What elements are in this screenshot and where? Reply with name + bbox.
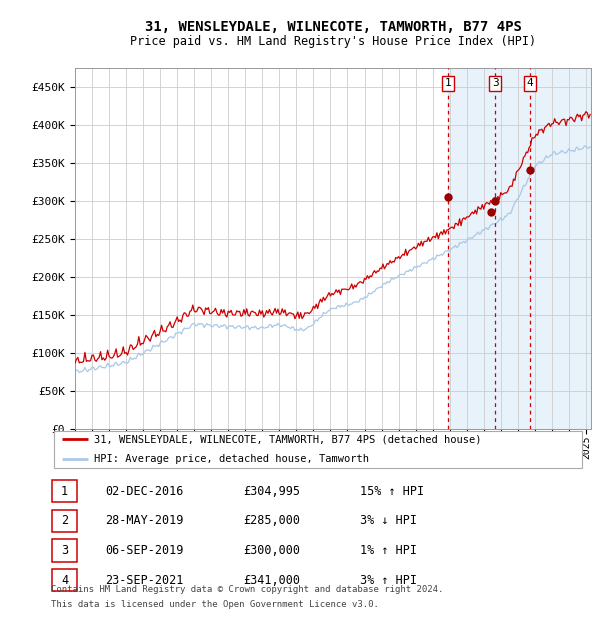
Text: 15% ↑ HPI: 15% ↑ HPI xyxy=(360,485,424,497)
Text: 02-DEC-2016: 02-DEC-2016 xyxy=(105,485,184,497)
Text: This data is licensed under the Open Government Licence v3.0.: This data is licensed under the Open Gov… xyxy=(51,600,379,609)
Text: 2: 2 xyxy=(61,515,68,527)
Text: 3: 3 xyxy=(492,78,499,89)
Text: £341,000: £341,000 xyxy=(243,574,300,587)
Text: £285,000: £285,000 xyxy=(243,515,300,527)
FancyBboxPatch shape xyxy=(54,431,582,468)
FancyBboxPatch shape xyxy=(52,539,77,562)
Text: HPI: Average price, detached house, Tamworth: HPI: Average price, detached house, Tamw… xyxy=(94,454,368,464)
Text: 3% ↑ HPI: 3% ↑ HPI xyxy=(360,574,417,587)
Text: 1: 1 xyxy=(61,485,68,497)
FancyBboxPatch shape xyxy=(52,510,77,532)
Text: 1: 1 xyxy=(445,78,452,89)
Text: Price paid vs. HM Land Registry's House Price Index (HPI): Price paid vs. HM Land Registry's House … xyxy=(130,35,536,48)
Bar xyxy=(448,68,591,429)
Text: 28-MAY-2019: 28-MAY-2019 xyxy=(105,515,184,527)
Text: 3: 3 xyxy=(61,544,68,557)
Text: 06-SEP-2019: 06-SEP-2019 xyxy=(105,544,184,557)
Text: 31, WENSLEYDALE, WILNECOTE, TAMWORTH, B77 4PS: 31, WENSLEYDALE, WILNECOTE, TAMWORTH, B7… xyxy=(145,20,521,35)
Text: £304,995: £304,995 xyxy=(243,485,300,497)
Text: £300,000: £300,000 xyxy=(243,544,300,557)
FancyBboxPatch shape xyxy=(52,480,77,502)
Text: Contains HM Land Registry data © Crown copyright and database right 2024.: Contains HM Land Registry data © Crown c… xyxy=(51,585,443,594)
Text: 23-SEP-2021: 23-SEP-2021 xyxy=(105,574,184,587)
Text: 31, WENSLEYDALE, WILNECOTE, TAMWORTH, B77 4PS (detached house): 31, WENSLEYDALE, WILNECOTE, TAMWORTH, B7… xyxy=(94,435,481,445)
Text: 3% ↓ HPI: 3% ↓ HPI xyxy=(360,515,417,527)
Text: 4: 4 xyxy=(527,78,533,89)
Text: 1% ↑ HPI: 1% ↑ HPI xyxy=(360,544,417,557)
Text: 4: 4 xyxy=(61,574,68,587)
FancyBboxPatch shape xyxy=(52,569,77,591)
